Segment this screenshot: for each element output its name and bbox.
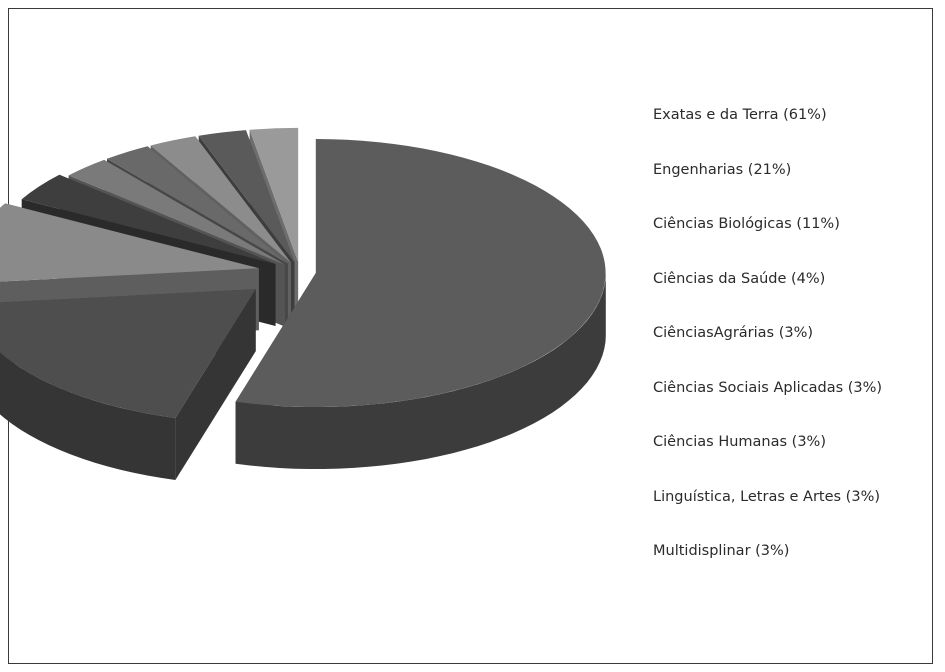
slice-top-face [249, 127, 299, 262]
legend-item: CiênciasAgrárias (3%) [653, 325, 814, 341]
slice-top-face [198, 130, 295, 263]
legend-item: Ciências da Saúde (4%) [653, 270, 826, 287]
legend-item: Ciências Sociais Aplicadas (3%) [653, 379, 883, 396]
legend-item: Multidisplinar (3%) [653, 543, 790, 559]
slice-top-face [21, 174, 276, 265]
legend-item: Ciências Biológicas (11%) [653, 216, 840, 232]
pie-slice [235, 139, 606, 469]
legend: Exatas e da Terra (61%) Engenharias (21%… [653, 105, 882, 596]
legend-item: Linguística, Letras e Artes (3%) [653, 488, 881, 505]
slice-top-face [235, 139, 606, 407]
slice-top-face [107, 146, 288, 264]
slice-top-face [150, 136, 292, 263]
legend-item: Exatas e da Terra (61%) [653, 107, 827, 123]
slice-side-wall [235, 273, 606, 469]
pie-slice [0, 289, 256, 480]
slice-top-face [68, 159, 285, 265]
slice-top-face [0, 289, 256, 418]
slice-side-wall [0, 352, 176, 480]
legend-item: Engenharias (21%) [653, 161, 792, 178]
slice-top-face [0, 203, 259, 282]
legend-item: Ciências Humanas (3%) [653, 434, 826, 450]
